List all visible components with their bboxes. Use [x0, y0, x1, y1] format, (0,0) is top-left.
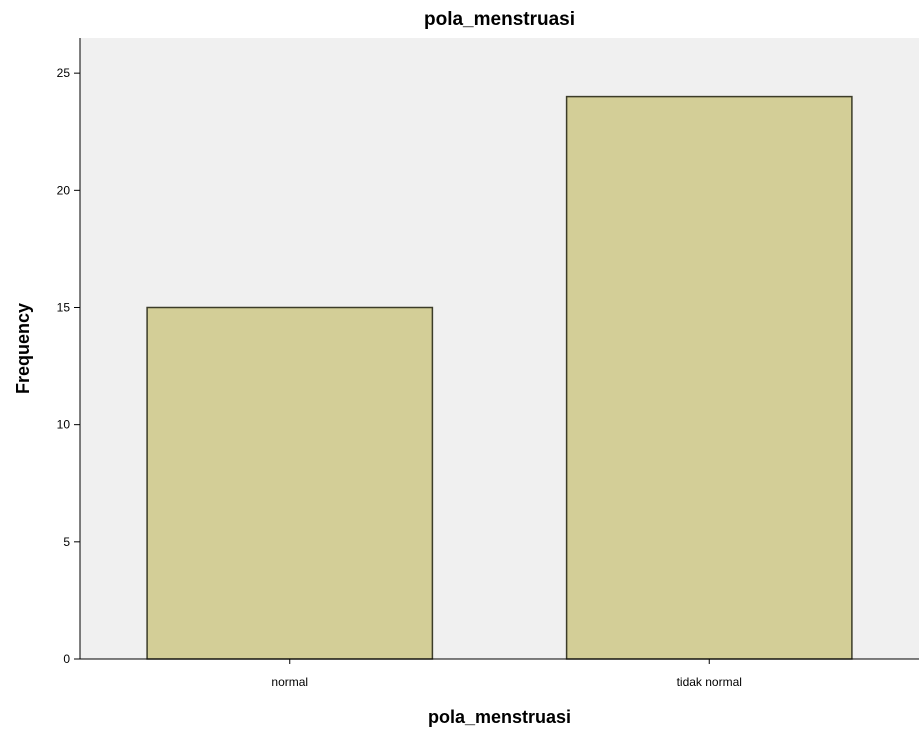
x-axis: normal tidak normal: [80, 658, 919, 689]
y-tick-label: 5: [63, 535, 70, 549]
x-tick-label: normal: [271, 675, 308, 689]
y-tick-label: 15: [57, 300, 71, 314]
y-tick-label: 20: [57, 183, 71, 197]
y-tick-label: 10: [57, 418, 71, 432]
y-axis-title: Frequency: [13, 303, 33, 394]
chart-title: pola_menstruasi: [424, 9, 575, 30]
bar-normal: [146, 306, 434, 660]
bars-group: [146, 95, 853, 660]
y-tick-label: 25: [57, 66, 71, 80]
bar-tidak-normal: [565, 95, 853, 660]
y-tick-label: 0: [63, 652, 70, 666]
x-tick-label: tidak normal: [677, 675, 742, 689]
y-axis: 0 5 10 15 20 25: [57, 38, 81, 666]
x-axis-title: pola_menstruasi: [428, 707, 571, 727]
